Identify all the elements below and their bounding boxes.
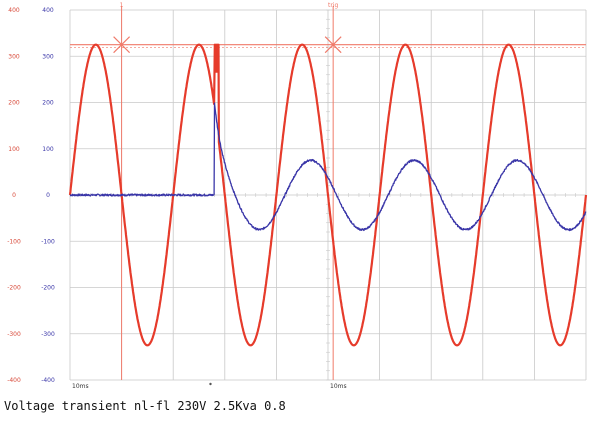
voltage-tick-label: 0 [12,192,16,199]
time-annotation-label: 10ms [72,383,89,390]
current-tick-label: -400 [41,377,55,384]
voltage-tick-label: -200 [7,285,21,292]
current-tick-label: -100 [41,238,55,245]
voltage-tick-label: 100 [8,146,20,153]
time-annotation-label: 10ms [330,383,347,390]
current-tick-label: -300 [41,331,55,338]
top-marker-label: trig [328,2,338,9]
figure-caption: Voltage transient nl-fl 230V 2.5Kva 0.8 [4,399,286,413]
current-tick-label: 0 [46,192,50,199]
plot-background [0,0,593,400]
tick-labels: 400 300 200 100 0 -100 -200 -300 -400 400 300 200 10… [7,7,55,384]
cursor-cross-marker [324,36,342,54]
voltage-tick-label: -100 [7,238,21,245]
voltage-trace [68,43,588,347]
current-tick-label: 200 [42,100,54,107]
voltage-tick-label: -400 [7,377,21,384]
voltage-tick-label: 300 [8,53,20,60]
cursor-cross-marker [113,36,131,54]
current-tick-label: 100 [42,146,54,153]
current-tick-label: 300 [42,53,54,60]
waveform-traces [68,43,588,347]
voltage-tick-label: -300 [7,331,21,338]
time-annotations: 10ms 10ms [72,382,347,390]
current-tick-label: -200 [41,285,55,292]
current-tick-label: 400 [42,7,54,14]
current-trace [69,102,587,232]
top-markers: 1 trig [113,2,342,54]
voltage-tick-label: 200 [8,100,20,107]
trigger-point-marker [209,382,212,386]
top-marker-label: 1 [120,2,124,9]
voltage-tick-label: 400 [8,7,20,14]
oscilloscope-chart: 4003002001000-100-200-300-40040030020010… [0,0,593,400]
